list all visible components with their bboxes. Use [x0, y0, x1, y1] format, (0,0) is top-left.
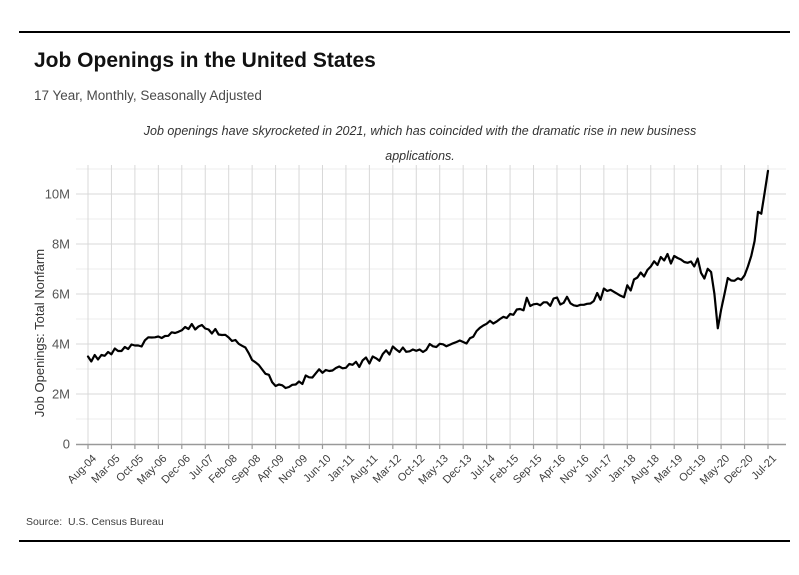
gridlines-major [76, 165, 786, 444]
page-title: Job Openings in the United States [34, 49, 376, 72]
x-axis-labels: Aug-04Mar-05Oct-05May-06Dec-06Jul-07Feb-… [66, 453, 780, 487]
svg-text:10M: 10M [45, 187, 70, 202]
chart-annotation-line1: Job openings have skyrocketed in 2021, w… [143, 124, 697, 138]
top-divider [19, 31, 790, 33]
svg-text:4M: 4M [52, 337, 70, 352]
x-axis [76, 443, 786, 449]
y-axis-labels: 0 2M 4M 6M 8M 10M [45, 187, 70, 452]
svg-text:0: 0 [63, 437, 70, 452]
bottom-divider [19, 540, 790, 542]
source-text: Source: U.S. Census Bureau [26, 516, 164, 528]
y-axis-title: Job Openings: Total Nonfarm [32, 249, 47, 417]
svg-text:Jul-21: Jul-21 [749, 453, 779, 483]
chart-annotation: Job openings have skyrocketed in 2021, w… [40, 119, 799, 169]
chart-annotation-line2: applications. [385, 149, 455, 163]
series-line [86, 169, 770, 390]
svg-text:6M: 6M [52, 287, 70, 302]
svg-text:Job Openings: Total Nonfarm: Job Openings: Total Nonfarm [32, 249, 47, 417]
page-subtitle: 17 Year, Monthly, Seasonally Adjusted [34, 88, 262, 103]
gridlines-minor [76, 168, 786, 420]
svg-text:8M: 8M [52, 237, 70, 252]
svg-text:2M: 2M [52, 387, 70, 402]
